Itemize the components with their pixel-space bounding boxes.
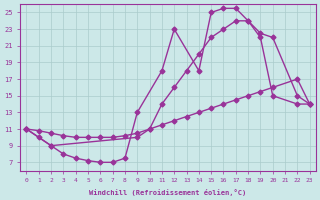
X-axis label: Windchill (Refroidissement éolien,°C): Windchill (Refroidissement éolien,°C) [90, 189, 247, 196]
